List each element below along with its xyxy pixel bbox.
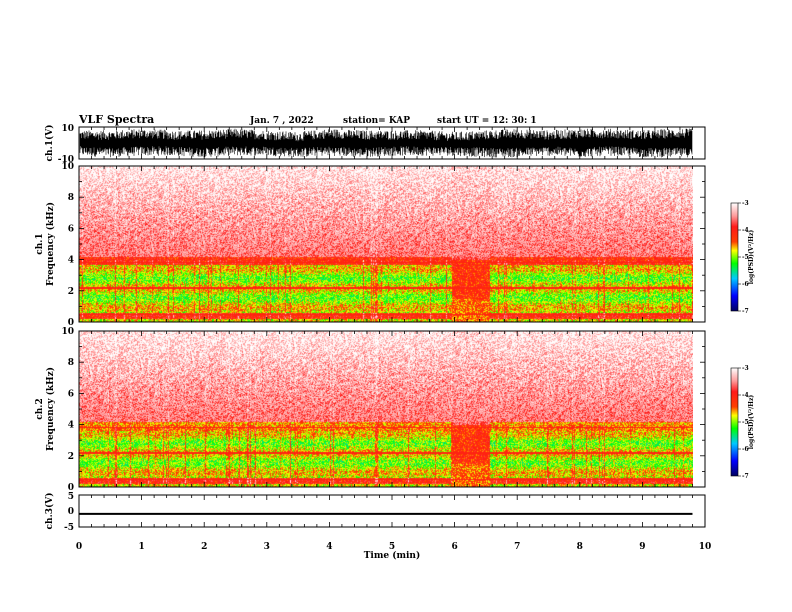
spec2-ylabel-freq: Frequency (kHz) [45,367,56,451]
y-tick-label: 6 [68,389,74,399]
colorbar-1: -3 -4 -5 -6 -7 log(PSD)(V²/Hz) [730,200,755,315]
ch2-spectrogram [79,331,693,487]
colorbar-2-label: log(PSD)(V²/Hz) [748,395,755,450]
ch3-waveform [79,512,693,515]
spec2-ylabel-ch: ch.2 [35,398,45,419]
spec1-ylabel-ch: ch.1 [35,233,45,254]
x-axis-label: Time (min) [364,550,421,561]
y-tick-label: 4 [68,256,74,266]
colorbar-tick-label: -3 [742,200,749,207]
spec1-ylabel-freq: Frequency (kHz) [45,202,56,286]
colorbar-tick-label: -4 [742,227,749,234]
x-tick-label: 0 [76,542,82,552]
colorbar-1-label: log(PSD)(V²/Hz) [748,230,755,285]
ch1-spectrogram-panel: 0 2 4 6 8 10 ch.1 Frequency (kHz) [35,162,706,328]
ch1-waveform [79,128,693,158]
ch1-waveform-panel: 10 -10 ch.1(V) [44,124,706,165]
colorbar-tick-label: -7 [742,308,749,315]
colorbar-tick-label: -5 [742,419,749,426]
x-tick-label: 6 [451,542,457,552]
y-tick-label: 10 [61,162,74,172]
y-tick-label: 8 [68,193,74,203]
colorbar-tick-label: -6 [742,281,749,288]
x-tick-label: 8 [577,542,583,552]
y-tick-label: 8 [68,358,74,368]
x-tick-label: 1 [138,542,144,552]
x-tick-label: 2 [201,542,207,552]
y-tick-label: 2 [68,287,74,297]
colorbar-tick-label: -5 [742,254,749,261]
ch3-ylabel: ch.3(V) [44,493,55,530]
colorbar-tick-label: -7 [742,473,749,480]
y-tick-label: 0 [68,318,74,328]
start-time-label: start UT = 12: 30: 1 [437,116,537,126]
y-tick-label: 0 [68,483,74,493]
x-tick-label: 5 [389,542,395,552]
x-tick-label: 9 [639,542,645,552]
ch3-waveform-panel: 5 0 -5 ch.3(V) [44,492,706,533]
ch2-spectrogram-panel: 0 2 4 6 8 10 ch.2 Frequency (kHz) [35,327,706,493]
x-tick-label: 4 [326,542,332,552]
y-tick-label: 4 [68,421,74,431]
colorbar-tick-label: -6 [742,446,749,453]
x-axis-tick-labels: 0 1 2 3 4 5 6 7 8 9 10 [76,542,711,552]
colorbar-2: -3 -4 -5 -6 -7 log(PSD)(V²/Hz) [730,365,755,480]
x-tick-label: 3 [264,542,270,552]
y-tick-label: 6 [68,224,74,234]
ch1-ytick-bottom: -10 [58,155,74,165]
y-tick-label: 2 [68,452,74,462]
ch3-ytick-top: 5 [68,492,74,502]
colorbar-tick-label: -4 [742,392,749,399]
ch3-ytick-bottom: -5 [64,523,74,533]
waveform-band [79,512,693,515]
x-tick-label: 10 [699,542,712,552]
chart-title: VLF Spectra [78,113,154,126]
ch1-ylabel: ch.1(V) [44,125,55,162]
y-tick-label: 10 [61,327,74,337]
ch1-ytick-top: 10 [61,124,74,134]
station-label: station= KAP [343,116,410,126]
date-label: Jan. 7 , 2022 [249,116,314,126]
x-tick-label: 7 [514,542,520,552]
ch1-spectrogram [79,166,693,322]
ch3-ytick-mid: 0 [68,507,74,517]
colorbar-tick-label: -3 [742,365,749,372]
waveform-trace [79,128,693,158]
